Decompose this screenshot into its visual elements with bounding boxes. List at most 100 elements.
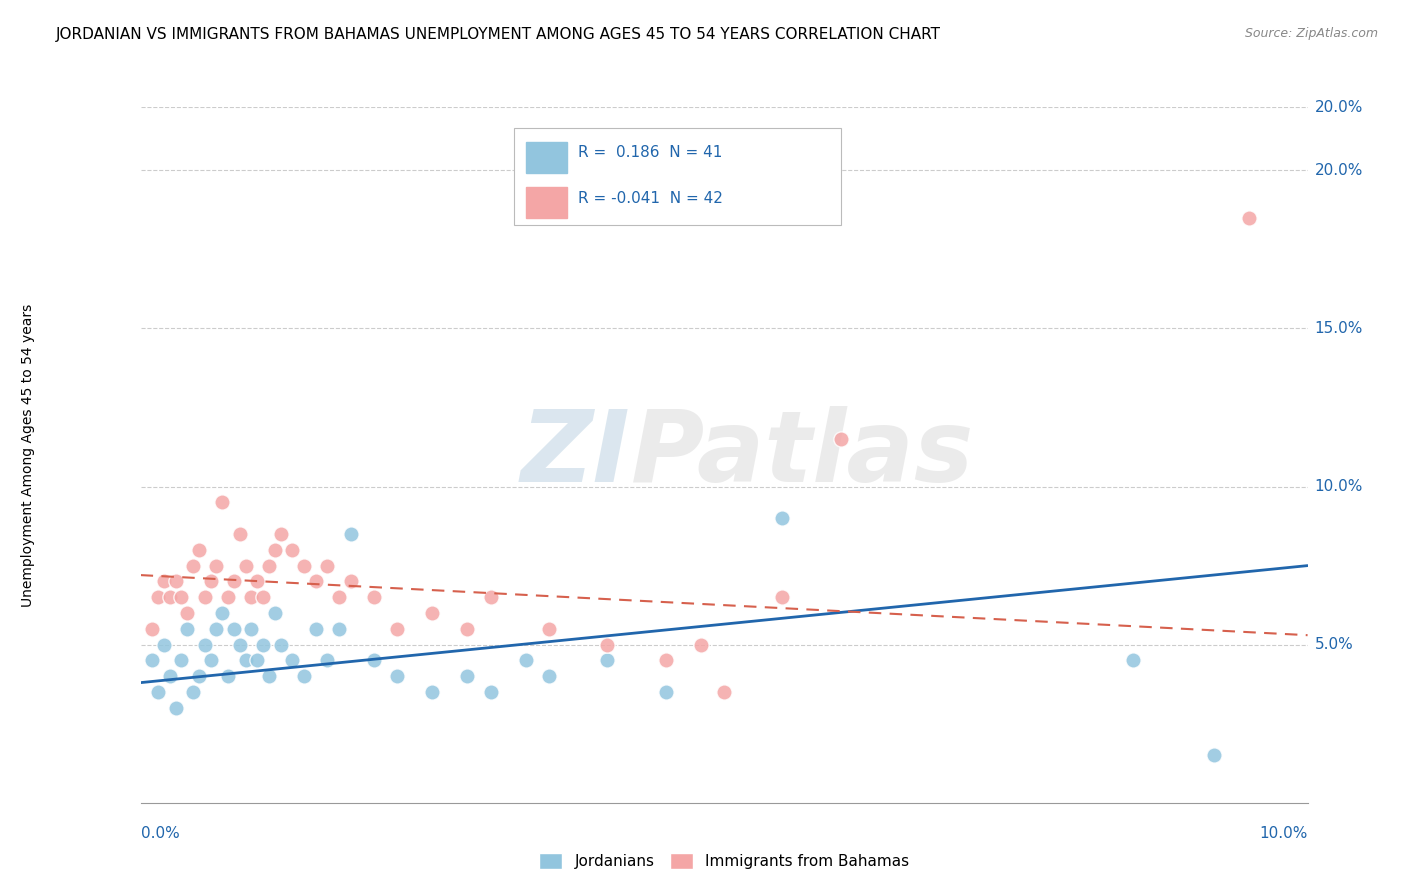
Point — [772, 591, 794, 605]
Point — [479, 685, 502, 699]
Point — [772, 511, 794, 525]
Point — [689, 638, 711, 652]
Point — [170, 591, 193, 605]
Legend: Jordanians, Immigrants from Bahamas: Jordanians, Immigrants from Bahamas — [533, 847, 915, 875]
Point — [176, 606, 198, 620]
FancyBboxPatch shape — [526, 187, 567, 219]
Point — [596, 653, 619, 667]
Point — [479, 591, 502, 605]
Point — [181, 558, 204, 573]
Point — [222, 622, 245, 636]
Point — [165, 574, 187, 589]
Point — [830, 432, 852, 446]
Point — [176, 622, 198, 636]
Point — [246, 574, 269, 589]
Point — [194, 591, 217, 605]
Point — [263, 542, 285, 557]
Point — [235, 653, 257, 667]
Point — [252, 638, 274, 652]
Point — [170, 653, 193, 667]
Point — [456, 669, 478, 683]
Point — [240, 591, 263, 605]
Point — [263, 606, 285, 620]
Point — [200, 653, 222, 667]
Point — [1122, 653, 1144, 667]
Point — [194, 638, 217, 652]
Point — [165, 701, 187, 715]
Text: R = -0.041  N = 42: R = -0.041 N = 42 — [578, 191, 723, 205]
Point — [456, 622, 478, 636]
Point — [257, 558, 280, 573]
Point — [205, 622, 228, 636]
Point — [270, 527, 292, 541]
Point — [188, 542, 211, 557]
Point — [339, 527, 361, 541]
Point — [211, 495, 233, 509]
Point — [252, 591, 274, 605]
Point — [188, 669, 211, 683]
Point — [363, 653, 385, 667]
Point — [1239, 211, 1261, 225]
Point — [328, 622, 350, 636]
Point — [515, 653, 537, 667]
Point — [713, 685, 735, 699]
Text: 5.0%: 5.0% — [1315, 637, 1354, 652]
Point — [281, 653, 304, 667]
Point — [537, 622, 560, 636]
Point — [339, 574, 361, 589]
Point — [422, 606, 444, 620]
Point — [270, 638, 292, 652]
Point — [422, 685, 444, 699]
Text: Patlas: Patlas — [631, 407, 974, 503]
FancyBboxPatch shape — [515, 128, 841, 226]
Point — [1204, 748, 1226, 763]
Point — [159, 591, 181, 605]
Point — [281, 542, 304, 557]
Point — [316, 558, 339, 573]
Point — [222, 574, 245, 589]
Point — [200, 574, 222, 589]
Point — [305, 574, 328, 589]
Text: Source: ZipAtlas.com: Source: ZipAtlas.com — [1244, 27, 1378, 40]
Point — [328, 591, 350, 605]
Text: 20.0%: 20.0% — [1315, 100, 1362, 114]
Point — [146, 685, 169, 699]
Point — [217, 669, 239, 683]
Point — [153, 574, 176, 589]
Point — [387, 622, 409, 636]
Point — [240, 622, 263, 636]
Point — [205, 558, 228, 573]
Point — [292, 558, 315, 573]
Point — [387, 669, 409, 683]
Text: 15.0%: 15.0% — [1315, 321, 1362, 336]
Text: Unemployment Among Ages 45 to 54 years: Unemployment Among Ages 45 to 54 years — [21, 303, 35, 607]
Point — [537, 669, 560, 683]
Point — [655, 653, 678, 667]
Point — [141, 622, 163, 636]
Text: ZI: ZI — [522, 407, 631, 503]
Point — [211, 606, 233, 620]
Point — [305, 622, 328, 636]
Point — [292, 669, 315, 683]
Point — [596, 638, 619, 652]
Point — [229, 527, 252, 541]
Point — [655, 685, 678, 699]
Point — [146, 591, 169, 605]
Text: R =  0.186  N = 41: R = 0.186 N = 41 — [578, 145, 723, 161]
Point — [316, 653, 339, 667]
Point — [159, 669, 181, 683]
Point — [246, 653, 269, 667]
Point — [217, 591, 239, 605]
Point — [181, 685, 204, 699]
Text: 0.0%: 0.0% — [141, 827, 180, 841]
Point — [229, 638, 252, 652]
Text: 10.0%: 10.0% — [1260, 827, 1308, 841]
Point — [257, 669, 280, 683]
Point — [363, 591, 385, 605]
Text: JORDANIAN VS IMMIGRANTS FROM BAHAMAS UNEMPLOYMENT AMONG AGES 45 TO 54 YEARS CORR: JORDANIAN VS IMMIGRANTS FROM BAHAMAS UNE… — [56, 27, 941, 42]
Point — [153, 638, 176, 652]
FancyBboxPatch shape — [526, 142, 567, 173]
Text: 10.0%: 10.0% — [1315, 479, 1362, 494]
Point — [141, 653, 163, 667]
Text: 20.0%: 20.0% — [1315, 163, 1362, 178]
